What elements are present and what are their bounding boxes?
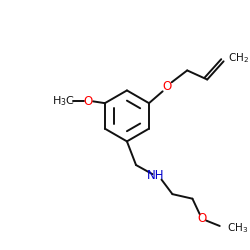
Text: O: O (197, 212, 206, 225)
Text: O: O (84, 95, 93, 108)
Text: CH$_3$: CH$_3$ (227, 221, 248, 235)
Text: H$_3$C: H$_3$C (52, 94, 74, 108)
Text: NH: NH (147, 170, 165, 182)
Text: O: O (162, 80, 172, 93)
Text: CH$_2$: CH$_2$ (228, 51, 249, 64)
